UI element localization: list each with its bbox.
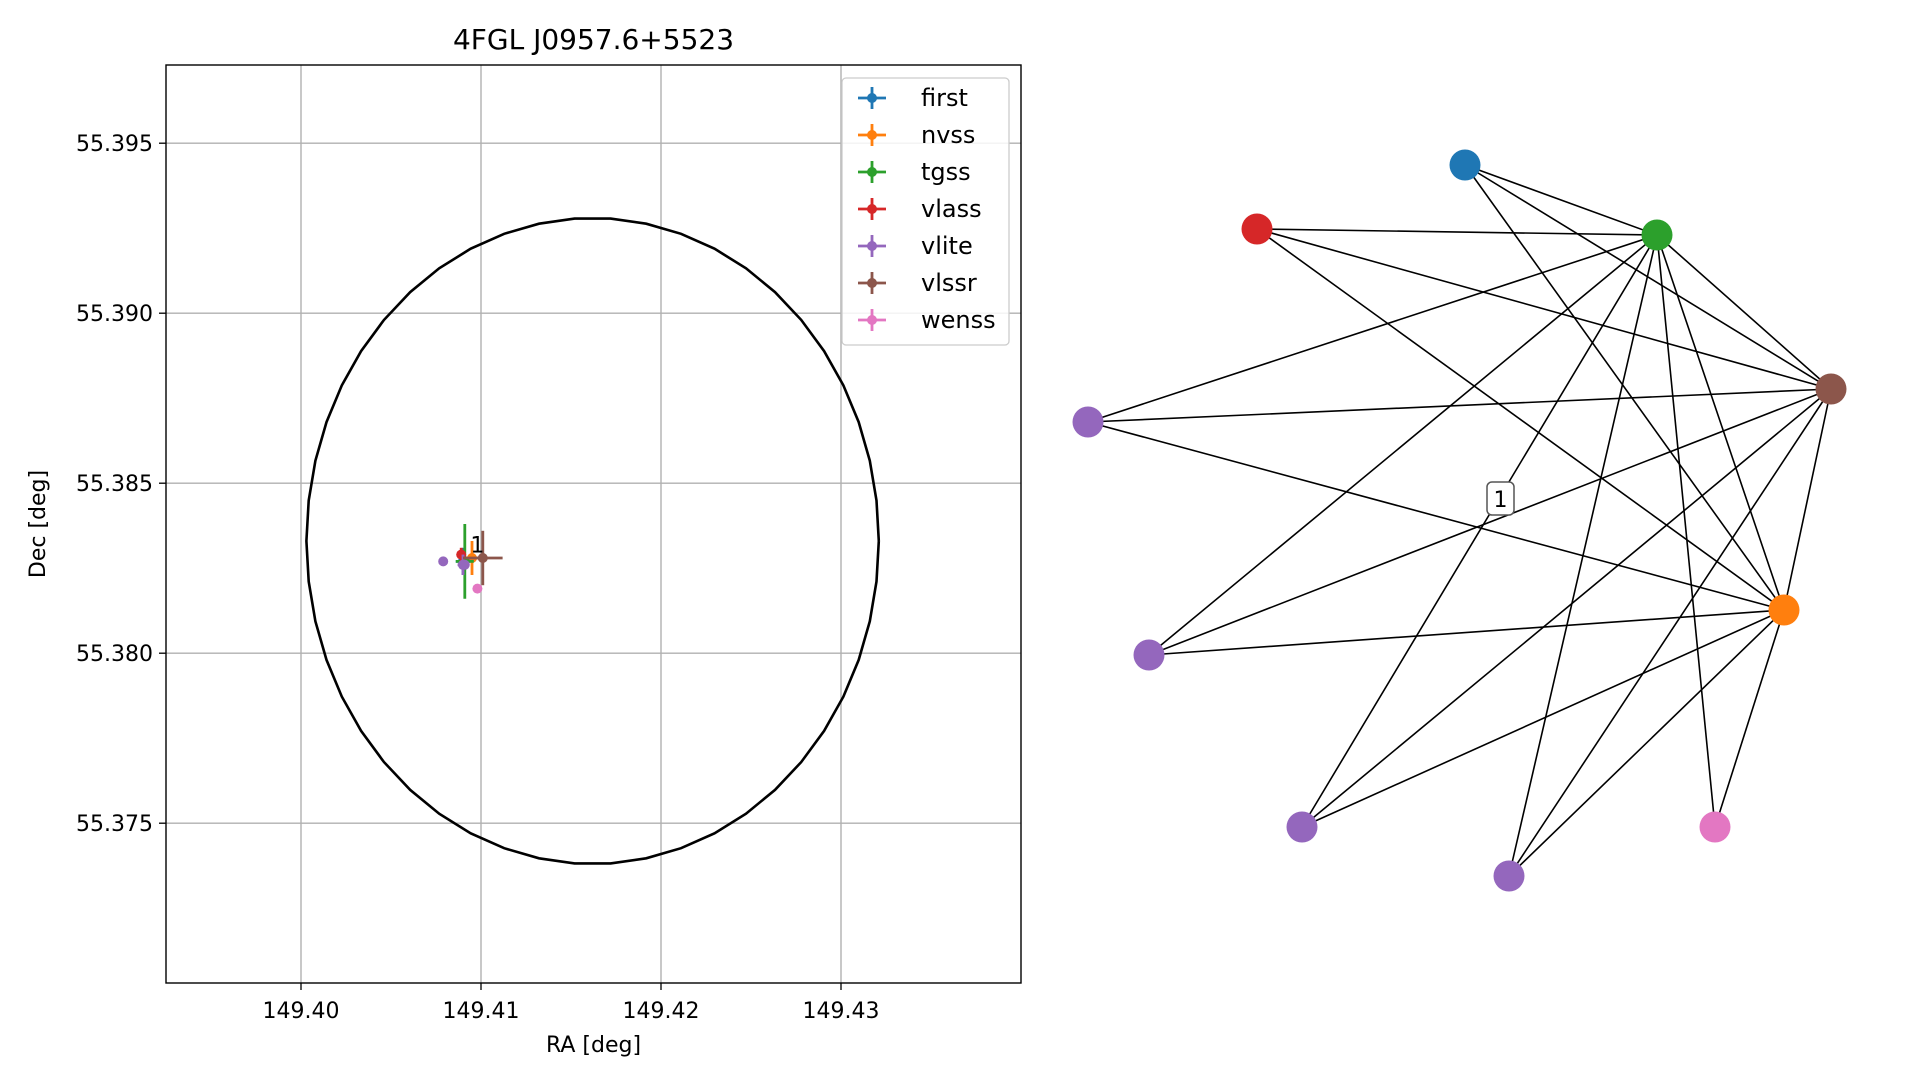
edge-vlass-tgss: [1256, 228, 1658, 236]
network-panel: 1: [1072, 149, 1847, 892]
legend-box: [841, 77, 1010, 346]
legend-entry-wenss: wenss: [858, 306, 996, 334]
y-tick-label: 55.375: [76, 812, 153, 837]
point-vlite: [438, 556, 449, 567]
chart-title: 4FGL J0957.6+5523: [453, 23, 734, 56]
point-vlite: [458, 559, 468, 570]
edge-vlssr-vlite_2: [1148, 388, 1832, 656]
legend-marker: [867, 315, 877, 325]
network-edges: [1087, 164, 1832, 877]
legend-entry-vlite: vlite: [858, 232, 973, 260]
legend-marker: [867, 130, 877, 140]
node-wenss: [1699, 811, 1731, 843]
legend-entry-tgss: tgss: [858, 158, 971, 186]
node-vlssr: [1815, 373, 1847, 405]
node-nvss: [1768, 594, 1800, 626]
legend-entry-vlass: vlass: [858, 195, 982, 223]
legend-entry-nvss: nvss: [858, 121, 975, 149]
error-ellipse-layer: [305, 217, 881, 865]
node-first: [1449, 149, 1481, 181]
marker-vlssr: [477, 553, 488, 563]
edge-label-text: 1: [1494, 488, 1508, 513]
group-label: 1: [470, 533, 484, 558]
edge-vlssr-vlite_4: [1508, 388, 1832, 877]
node-tgss: [1641, 219, 1673, 251]
edge-vlass-nvss: [1256, 228, 1785, 611]
error-ellipse: [305, 217, 881, 865]
edge-nvss-vlite_3: [1301, 609, 1785, 828]
legend-marker: [867, 241, 877, 251]
edge-tgss-wenss: [1656, 234, 1716, 828]
edge-vlite_1-vlssr: [1087, 388, 1832, 423]
legend-entry-first: first: [858, 84, 968, 112]
node-vlite_4: [1493, 860, 1525, 892]
legend-label: tgss: [921, 158, 971, 186]
edge-tgss-nvss: [1656, 234, 1785, 611]
x-axis-label: RA [deg]: [546, 1033, 641, 1058]
legend: first nvss tgss vlass vlite vlssr wenss: [841, 77, 1010, 346]
plot-frame: [165, 64, 1022, 984]
edge-nvss-wenss: [1714, 609, 1785, 828]
x-tick-label: 149.40: [263, 999, 340, 1024]
node-vlite_2: [1133, 639, 1165, 671]
edge-vlite_1-nvss: [1087, 421, 1785, 611]
legend-marker: [867, 278, 877, 288]
edge-vlssr-vlite_3: [1301, 388, 1832, 828]
edge-tgss-vlite_2: [1148, 234, 1658, 656]
edge-vlass-vlssr: [1256, 228, 1832, 390]
marker-vlite: [458, 559, 468, 570]
legend-label: wenss: [921, 306, 996, 334]
scatter-panel: 1 149.40 149.41 149.42 149.43 55.375 55.380 55…: [26, 23, 1022, 1058]
data-points: [438, 524, 503, 599]
edge-first-nvss: [1464, 164, 1785, 611]
edge-tgss-vlssr: [1656, 234, 1832, 390]
axis-ticks: 149.40 149.41 149.42 149.43 55.375 55.380 55.3…: [76, 132, 879, 1024]
y-tick-label: 55.395: [76, 132, 153, 157]
x-tick-label: 149.42: [623, 999, 700, 1024]
marker-wenss: [472, 583, 483, 594]
node-vlite_3: [1286, 811, 1318, 843]
legend-marker: [867, 167, 877, 177]
legend-label: vlssr: [921, 269, 977, 297]
legend-label: vlass: [921, 195, 982, 223]
legend-label: first: [921, 84, 968, 112]
x-tick-label: 149.41: [443, 999, 520, 1024]
y-tick-label: 55.380: [76, 642, 153, 667]
y-axis-label: Dec [deg]: [26, 470, 51, 578]
edge-tgss-vlite_1: [1087, 234, 1658, 423]
legend-marker: [867, 204, 877, 214]
y-tick-label: 55.385: [76, 472, 153, 497]
edge-first-tgss: [1464, 164, 1658, 236]
edge-label-background: [1486, 481, 1515, 516]
point-vlssr: [463, 530, 503, 586]
legend-label: vlite: [921, 232, 973, 260]
network-nodes: [1072, 149, 1847, 892]
y-tick-label: 55.390: [76, 302, 153, 327]
edge-nvss-vlite_4: [1508, 609, 1785, 877]
edge-vlssr-nvss: [1783, 388, 1832, 611]
grid: [166, 65, 1021, 983]
edge-label-box: 1: [1486, 481, 1515, 516]
node-vlass: [1241, 213, 1273, 245]
x-tick-label: 149.43: [803, 999, 880, 1024]
node-vlite_1: [1072, 406, 1104, 438]
legend-entry-vlssr: vlssr: [858, 269, 977, 297]
legend-label: nvss: [921, 121, 975, 149]
legend-marker: [867, 93, 877, 103]
edge-nvss-vlite_2: [1148, 609, 1785, 656]
edge-tgss-vlite_3: [1301, 234, 1658, 828]
point-wenss: [472, 583, 483, 594]
marker-vlite: [438, 556, 449, 567]
